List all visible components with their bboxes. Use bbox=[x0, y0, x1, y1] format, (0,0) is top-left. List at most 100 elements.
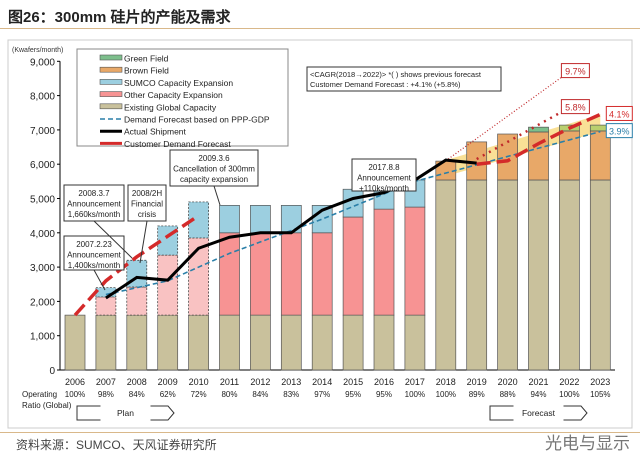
y-tick-label: 3,000 bbox=[30, 263, 55, 274]
bar-existing-global-capacity bbox=[250, 314, 271, 371]
x-tick-label: 2019 bbox=[467, 377, 487, 387]
bar-existing-global-capacity bbox=[559, 179, 580, 371]
y-tick-label: 4,000 bbox=[30, 229, 55, 240]
bar-other-capacity-expansion bbox=[126, 286, 148, 316]
previous-forecast-label-box bbox=[560, 63, 590, 79]
bar-existing-global-capacity bbox=[589, 179, 611, 371]
divider bbox=[0, 28, 640, 29]
divider bbox=[0, 432, 640, 433]
annotation-text: Cancellation of 300mm bbox=[173, 165, 255, 174]
operating-ratio-value: 88% bbox=[500, 390, 516, 399]
bar-brown-field bbox=[589, 130, 611, 181]
bar-existing-global-capacity bbox=[466, 179, 488, 371]
y-tick-label: 2,000 bbox=[30, 297, 55, 308]
legend-entry: Actual Shipment bbox=[124, 127, 187, 137]
operating-ratio-value: 94% bbox=[530, 390, 546, 399]
bar-other-capacity-expansion bbox=[157, 254, 179, 316]
cagr-note-text: Customer Demand Forecast : +4.1% (+5.8%) bbox=[310, 80, 461, 89]
cagr-note-text: <CAGR(2018→2022)> *( ) shows previous fo… bbox=[310, 70, 482, 79]
operating-ratio-value: 83% bbox=[283, 390, 299, 399]
x-tick-label: 2009 bbox=[158, 377, 178, 387]
x-tick-label: 2006 bbox=[65, 377, 85, 387]
x-tick-label: 2014 bbox=[312, 377, 332, 387]
arrow-gap bbox=[100, 405, 151, 421]
watermark: 光电与显示 bbox=[545, 434, 630, 453]
annotation-text: Announcement bbox=[67, 251, 122, 260]
annotation-text: Announcement bbox=[67, 200, 122, 209]
x-tick-label: 2013 bbox=[281, 377, 301, 387]
operating-ratio-value: 84% bbox=[129, 390, 145, 399]
x-tick-label: 2007 bbox=[96, 377, 116, 387]
bar-existing-global-capacity bbox=[311, 314, 333, 371]
arrow-label: Plan bbox=[117, 408, 134, 418]
operating-ratio-value: 100% bbox=[65, 390, 85, 399]
x-tick-label: 2008 bbox=[127, 377, 147, 387]
annotation-pointer bbox=[93, 269, 106, 291]
legend-swatch bbox=[99, 103, 123, 110]
legend-entry: Demand Forecast based on PPP-GDP bbox=[124, 115, 270, 125]
annotation-box bbox=[63, 235, 125, 271]
annotation-pointer bbox=[139, 220, 148, 264]
bar-other-capacity-expansion bbox=[404, 206, 426, 316]
bar-other-capacity-expansion bbox=[188, 237, 209, 316]
operating-ratio-label: Operating bbox=[22, 390, 57, 399]
operating-ratio-value: 97% bbox=[314, 390, 330, 399]
legend-entry: Green Field bbox=[124, 54, 169, 64]
bar-existing-global-capacity bbox=[528, 179, 549, 371]
demand-forecast-based-on-ppp-gdpline bbox=[105, 130, 601, 296]
x-tick-label: 2011 bbox=[220, 377, 239, 387]
y-tick-label: 0 bbox=[49, 366, 55, 377]
annotation-box bbox=[169, 149, 259, 187]
annotation-text: 2007.2.23 bbox=[76, 240, 112, 249]
previous-forecast-label: 5.8% bbox=[565, 103, 586, 113]
bar-other-capacity-expansion bbox=[373, 208, 395, 316]
bar-sumco-capacity-expansion bbox=[250, 205, 271, 234]
bar-brown-field bbox=[466, 141, 488, 181]
operating-ratio-value: 62% bbox=[160, 390, 176, 399]
bar-existing-global-capacity bbox=[95, 314, 117, 371]
x-tick-label: 2021 bbox=[528, 377, 548, 387]
end-label-box bbox=[605, 123, 633, 139]
bar-existing-global-capacity bbox=[188, 314, 209, 371]
bar-other-capacity-expansion bbox=[95, 296, 117, 316]
operating-ratio-value: 84% bbox=[252, 390, 268, 399]
annotation-pointer bbox=[93, 220, 133, 259]
previous-forecast-label-box bbox=[560, 99, 590, 115]
bar-brown-field bbox=[528, 131, 549, 181]
bar-existing-global-capacity bbox=[126, 314, 148, 371]
end-label-box bbox=[605, 105, 633, 121]
end-label: 3.9% bbox=[609, 127, 630, 137]
annotation-text: 1,400ks/month bbox=[68, 261, 120, 270]
annotation-pointer bbox=[213, 185, 221, 206]
operating-ratio-value: 100% bbox=[436, 390, 456, 399]
operating-ratio-value: 72% bbox=[191, 390, 207, 399]
operating-ratio-value: 105% bbox=[590, 390, 610, 399]
cagr-note-box bbox=[306, 66, 502, 92]
source-note: 资料来源：SUMCO、天风证券研究所 bbox=[16, 438, 217, 452]
legend-swatch bbox=[99, 54, 123, 61]
annotation-text: Announcement bbox=[357, 174, 412, 183]
legend-entry: Customer Demand Forecast bbox=[124, 139, 231, 149]
x-tick-label: 2010 bbox=[189, 377, 209, 387]
operating-ratio-value: 95% bbox=[345, 390, 361, 399]
annotation-text: 2008/2H bbox=[132, 189, 162, 198]
bar-existing-global-capacity bbox=[404, 314, 426, 371]
y-axis-label: (Kwafers/month) bbox=[12, 47, 63, 54]
bar-existing-global-capacity bbox=[219, 314, 240, 371]
operating-ratio-value: 100% bbox=[405, 390, 425, 399]
y-tick-label: 8,000 bbox=[30, 92, 55, 103]
bar-sumco-capacity-expansion bbox=[219, 205, 240, 234]
chart-frame bbox=[7, 39, 633, 429]
legend-entry: Brown Field bbox=[124, 66, 169, 76]
arrow-gap bbox=[513, 405, 564, 421]
bar-green-field bbox=[528, 126, 549, 133]
bar-other-capacity-expansion bbox=[219, 232, 240, 316]
legend-swatch bbox=[99, 66, 123, 73]
annotation-text: crisis bbox=[138, 210, 156, 219]
legend-entry: SUMCO Capacity Expansion bbox=[124, 78, 233, 88]
annotation-text: 1,660ks/month bbox=[68, 210, 120, 219]
bar-existing-global-capacity bbox=[280, 314, 302, 371]
bar-existing-global-capacity bbox=[373, 314, 395, 371]
bar-existing-global-capacity bbox=[435, 179, 457, 371]
x-tick-label: 2020 bbox=[498, 377, 518, 387]
